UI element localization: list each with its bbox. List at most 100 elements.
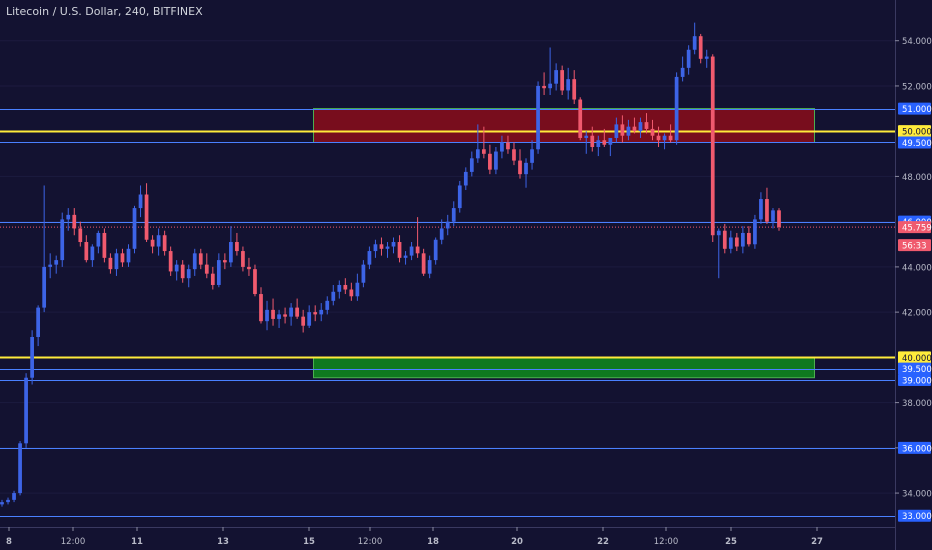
candle-body [247,266,251,270]
candle-body [500,142,504,152]
candle [728,230,733,254]
candle-body [54,260,59,265]
candle [222,253,227,270]
candle-body [759,199,763,220]
price-tick-label: 38.000 [902,399,932,409]
candle-body [728,237,733,249]
candle-body [397,242,402,258]
candle-body [90,246,95,261]
candle-body [150,239,155,247]
time-tick-label: 13 [217,537,229,547]
candle [54,255,59,274]
candle-body [590,135,595,148]
candle-body [349,289,354,297]
price-tick-label: 54.000 [902,37,932,47]
candle [307,305,312,328]
candle-body [469,158,474,172]
candle [765,187,769,224]
candle [150,235,155,254]
candle [680,56,685,82]
candle [415,217,420,258]
candle [247,257,251,276]
candle [650,119,655,141]
candle-body [554,70,559,84]
candle [488,144,492,175]
candle-body [373,244,378,252]
level-badge-bg [898,102,931,115]
candle [138,185,143,218]
candle [626,119,631,141]
candle-body [265,309,269,322]
price-tick-label: 48.000 [902,173,932,183]
supply-zone[interactable] [313,108,815,143]
candle [84,235,89,263]
candle-body [379,244,384,249]
level-badge-label: 50.000 [902,128,932,138]
candle [451,201,456,227]
candle-body [156,235,161,247]
time-tick-label: 20 [511,537,523,547]
candle [439,219,444,245]
candle [265,300,269,331]
demand-zone[interactable] [313,356,815,379]
candle [716,228,721,279]
candle [90,244,95,267]
level-badge: 33.000 [898,509,932,522]
candle-body [60,219,65,261]
level-badge: 39.000 [898,373,932,386]
candle-body [692,36,697,50]
candle-body [229,242,233,263]
candle [560,65,565,95]
price-tick-label: 44.000 [902,263,932,273]
candle [216,253,221,288]
time-axis[interactable]: 8 12:00 11 13 15 12:00 18 20 22 12:00 25 27 [0,527,895,550]
candle [120,248,125,267]
candle-body [198,253,203,265]
candle-body [524,162,528,175]
candle [325,296,330,315]
candle [427,255,432,279]
time-tick-label: 22 [597,537,609,547]
time-tick-label: 27 [811,537,823,547]
level-badge-label: 39.500 [902,365,932,375]
candle-body [668,135,673,141]
candle [524,158,528,188]
level-badge: 39.500 [898,362,932,375]
horizontal-levels[interactable] [0,109,895,517]
candle [277,309,281,328]
candle [96,230,101,254]
candle-body [710,56,715,236]
candle [301,309,306,333]
candle [403,251,408,265]
candle [463,167,468,190]
candle-body [650,128,655,136]
candle-body [572,79,577,100]
candle-body [457,185,462,209]
candle [259,287,263,324]
candle [530,140,534,170]
candle-body [644,122,649,129]
candle [674,72,679,145]
candle [379,237,384,256]
candle [186,264,191,288]
candle-body [614,124,619,138]
candle-body [512,149,516,161]
candle [391,237,396,254]
candle [771,208,775,229]
time-tick-label: 12:00 [358,537,383,547]
candle-body [126,248,131,263]
price-axis[interactable]: 34.000 36.000 38.000 42.000 44.000 48.000 52.0… [895,0,932,550]
candle-body [674,76,679,141]
candle [584,131,589,154]
candle-body [192,253,197,270]
candle-body [108,257,113,270]
candle [319,303,324,322]
candle [620,115,625,143]
candle-body [132,208,137,249]
candle [686,45,691,75]
candle-body [445,221,450,229]
candle-body [542,85,546,89]
candle-body [506,142,510,150]
candle-body [210,273,215,285]
